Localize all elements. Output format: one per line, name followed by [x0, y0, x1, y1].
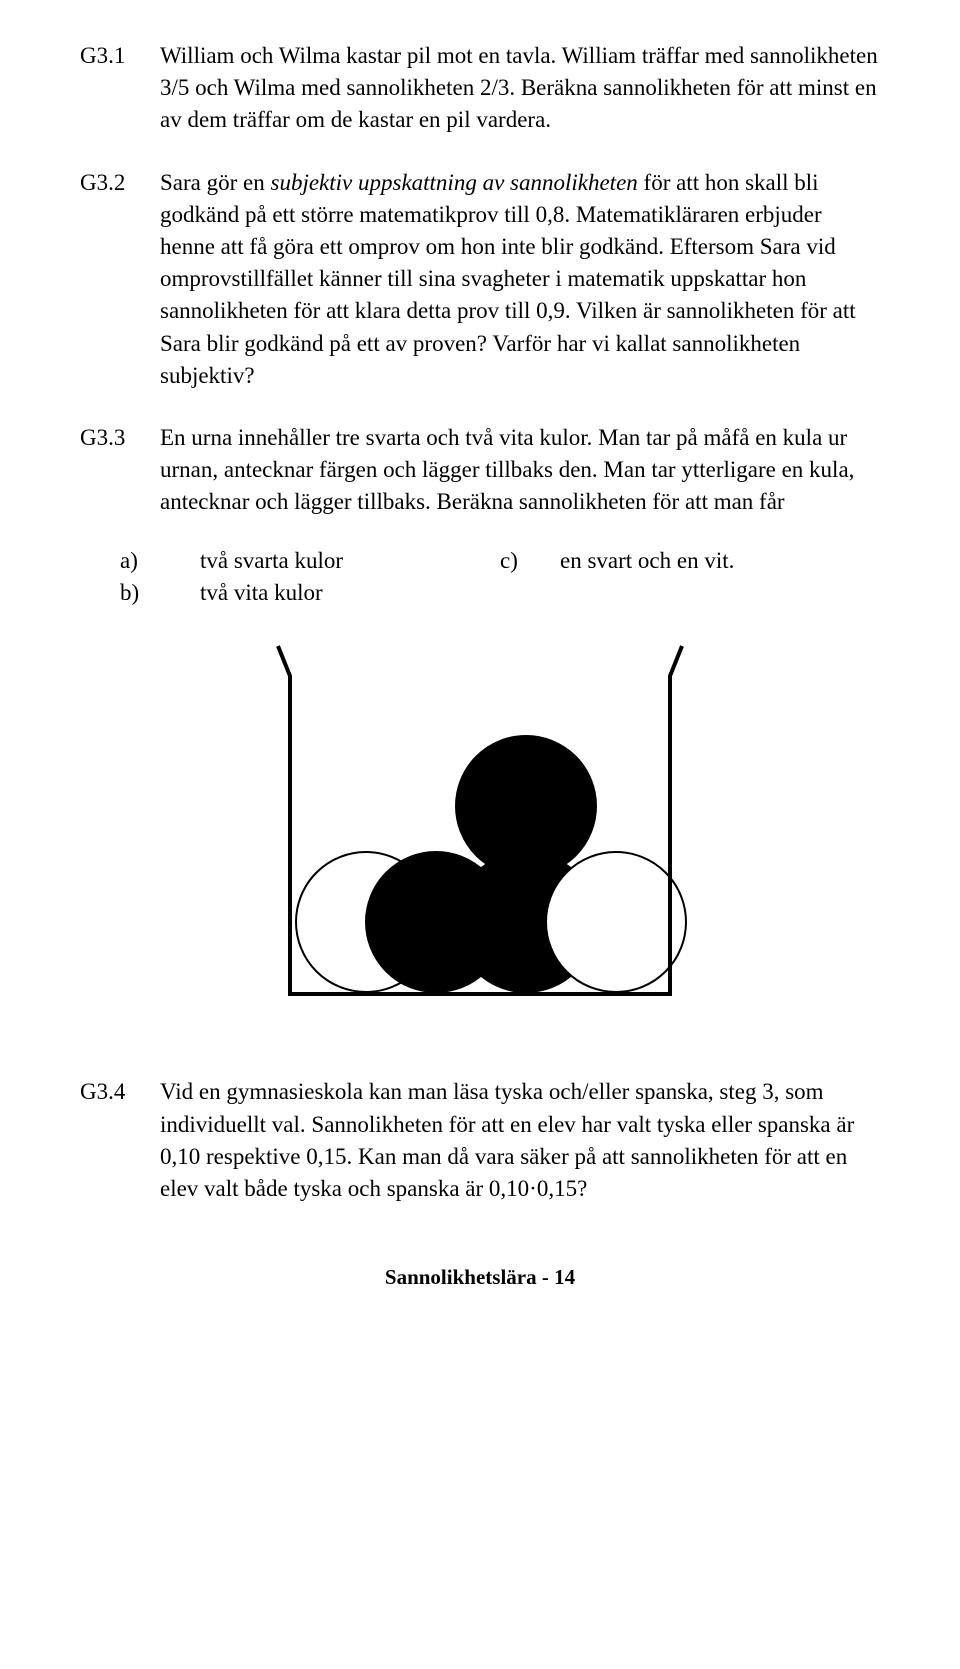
- subpart-label-a: a): [80, 548, 200, 574]
- subpart-text-c: en svart och en vit.: [560, 548, 880, 574]
- italic-text: subjektiv uppskattning av sannolikheten: [271, 170, 638, 195]
- page-content: G3.1 William och Wilma kastar pil mot en…: [0, 0, 960, 1350]
- problem-text: Sara gör en subjektiv uppskattning av sa…: [160, 167, 880, 392]
- problem-label: G3.2: [80, 167, 160, 392]
- problem-text: William och Wilma kastar pil mot en tavl…: [160, 40, 880, 137]
- problem-text: Vid en gymnasieskola kan man läsa tyska …: [160, 1076, 880, 1205]
- subpart-row: a) två svarta kulor c) en svart och en v…: [80, 548, 880, 574]
- problem-g33: G3.3 En urna innehåller tre svarta och t…: [80, 422, 880, 519]
- problem-label: G3.4: [80, 1076, 160, 1205]
- text-part: Sara gör en: [160, 170, 271, 195]
- subpart-label-c: c): [500, 548, 560, 574]
- urn-icon: [260, 636, 700, 996]
- subparts-g33: a) två svarta kulor c) en svart och en v…: [80, 548, 880, 606]
- problem-text: En urna innehåller tre svarta och två vi…: [160, 422, 880, 519]
- problem-label: G3.1: [80, 40, 160, 137]
- subpart-text-a: två svarta kulor: [200, 548, 500, 574]
- problem-g32: G3.2 Sara gör en subjektiv uppskattning …: [80, 167, 880, 392]
- problem-g34: G3.4 Vid en gymnasieskola kan man läsa t…: [80, 1076, 880, 1205]
- problem-g31: G3.1 William och Wilma kastar pil mot en…: [80, 40, 880, 137]
- subpart-label-b: b): [80, 580, 200, 606]
- subpart-text-b: två vita kulor: [200, 580, 880, 606]
- page-footer: Sannolikhetslära - 14: [80, 1265, 880, 1290]
- text-part: för att hon skall bli godkänd på ett stö…: [160, 170, 856, 388]
- subpart-row: b) två vita kulor: [80, 580, 880, 606]
- urn-figure: [80, 636, 880, 996]
- problem-label: G3.3: [80, 422, 160, 519]
